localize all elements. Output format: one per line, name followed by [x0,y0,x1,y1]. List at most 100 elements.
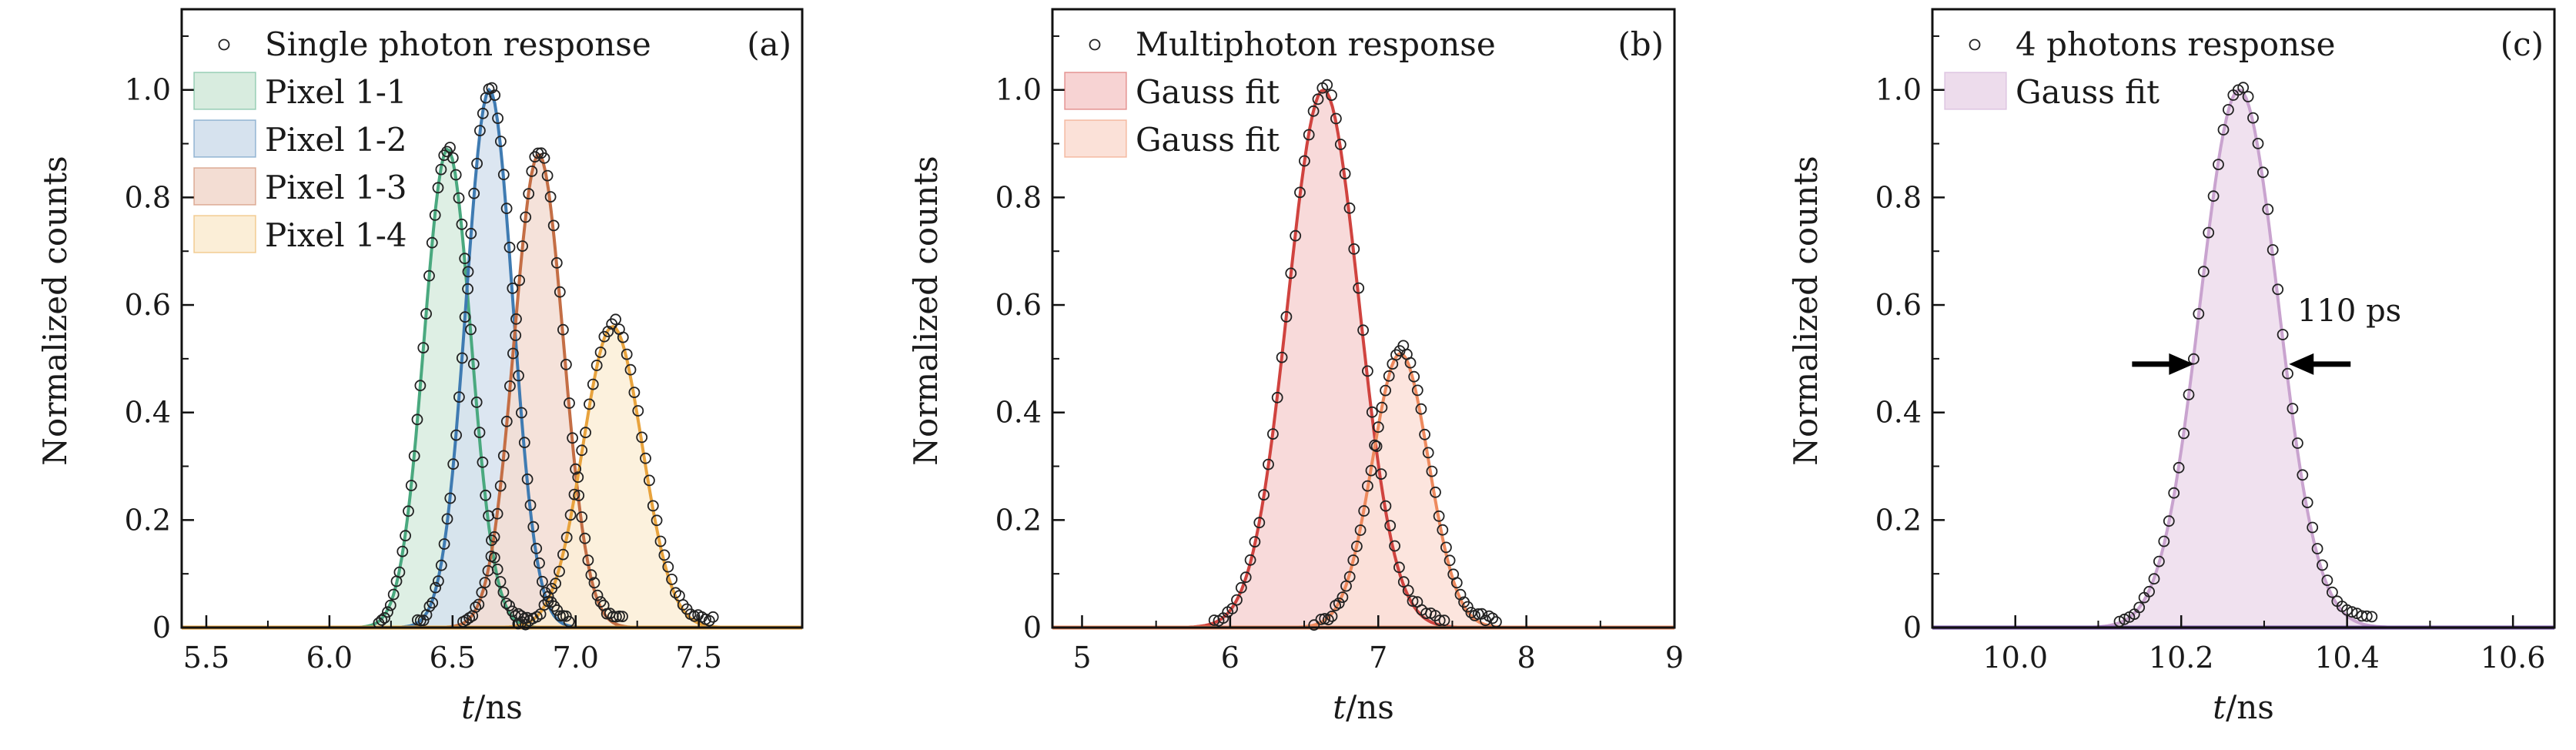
data-point [1440,541,1452,554]
data-point [453,192,465,204]
data-point [1285,267,1297,280]
data-point [2360,610,2373,622]
data-point [524,499,537,511]
data-point [590,360,603,371]
data-point [520,618,531,631]
data-points [1208,79,1502,631]
data-point [1369,439,1380,451]
data-point [557,323,569,336]
data-point [547,219,560,232]
x-axis-title-rest: /ns [474,688,523,726]
legend-label: 4 photons response [2016,25,2336,63]
data-point [1380,500,1392,512]
data-point [644,474,655,487]
data-point [1290,229,1302,242]
data-point [654,535,667,547]
y-tick-label: 1.0 [1875,73,1922,107]
data-point [579,532,591,544]
data-point [1271,391,1283,403]
data-point [1321,79,1333,91]
data-point [662,561,674,573]
data-point [541,169,554,182]
legend-swatch [193,167,256,206]
data-point [408,450,420,462]
data-point [1303,129,1315,141]
data-point [2153,555,2165,568]
data-point [405,480,417,491]
data-point [417,342,430,354]
chart-panel-b: 5 6 7 8 9 0 0.2 0.4 0.6 0.8 1.0 t/ns Normalized coun… [907,8,1684,726]
data-point [507,347,519,360]
data-point [544,191,557,203]
data-point [576,511,588,523]
data-point [429,209,441,221]
data-point [1333,598,1345,609]
data-point [1419,428,1430,440]
data-point [384,599,396,611]
data-point [2148,573,2160,585]
data-point [2307,521,2319,534]
data-point [2187,353,2200,365]
data-point [513,370,524,382]
data-point [640,452,651,464]
data-point [2262,203,2274,216]
data-point [1231,594,1243,606]
data-point [2297,469,2309,481]
x-tick-label: 7.5 [675,641,721,675]
data-point [624,363,637,376]
data-point [1397,576,1410,588]
data-point [703,614,715,627]
data-point [2163,515,2175,527]
data-point [447,152,459,164]
legend-label: Pixel 1-1 [265,73,407,111]
data-point [2257,166,2269,179]
legend-swatch [193,215,256,253]
data-point [658,549,671,561]
data-point [1411,384,1423,397]
y-tick-label: 0.4 [1875,396,1922,430]
data-point [588,577,601,589]
data-point [500,203,513,215]
legend-swatch [1064,119,1127,158]
y-tick-label: 0 [1023,611,1042,645]
data-point [400,530,411,542]
data-point [2291,437,2303,449]
data-point [441,513,453,525]
data-point [438,538,450,550]
data-point [1235,581,1247,594]
data-point [480,489,492,501]
data-point [423,270,435,282]
data-point [462,266,474,278]
data-point [488,531,500,543]
data-point [1326,611,1338,622]
panel-label: (c) [2501,25,2544,63]
data-point [1476,608,1488,620]
data-point [1434,614,1446,627]
data-point [594,596,607,608]
data-point [1326,89,1337,101]
data-point [1267,428,1279,440]
data-point [450,429,462,441]
x-axis-title-italic: t [2213,688,2226,726]
y-tick-label: 0 [152,611,171,645]
data-point [2317,559,2328,571]
data-point [564,397,575,409]
data-point [1366,406,1378,418]
data-point [423,601,436,612]
data-point [585,569,597,581]
data-point [2287,403,2299,414]
data-point [465,323,477,336]
x-axis-title-rest: /ns [2226,688,2274,726]
data-point [666,574,677,585]
data-point [1339,168,1351,180]
x-tick-label: 5.5 [183,641,229,675]
data-point [1426,465,1438,477]
data-point [1376,401,1388,414]
data-point [1258,489,1270,501]
data-point [1263,458,1274,470]
data-point [2197,266,2210,278]
data-point [453,391,465,403]
data-point [459,253,471,265]
data-point [550,578,561,590]
data-point [1444,554,1456,567]
